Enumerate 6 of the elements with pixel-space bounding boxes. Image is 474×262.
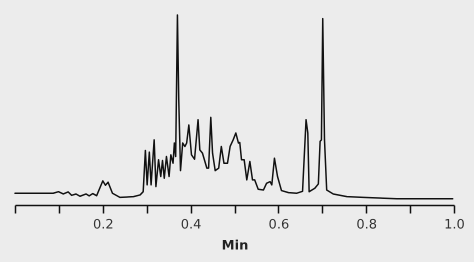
- x-tick-label: 0.2: [92, 218, 114, 232]
- x-axis-title: Min: [222, 238, 248, 254]
- x-tick-label: 1.0: [444, 218, 465, 232]
- x-tick-label: 0.4: [180, 218, 202, 232]
- x-tick-label: 0.8: [356, 218, 378, 232]
- x-tick-label: 0.6: [268, 218, 290, 232]
